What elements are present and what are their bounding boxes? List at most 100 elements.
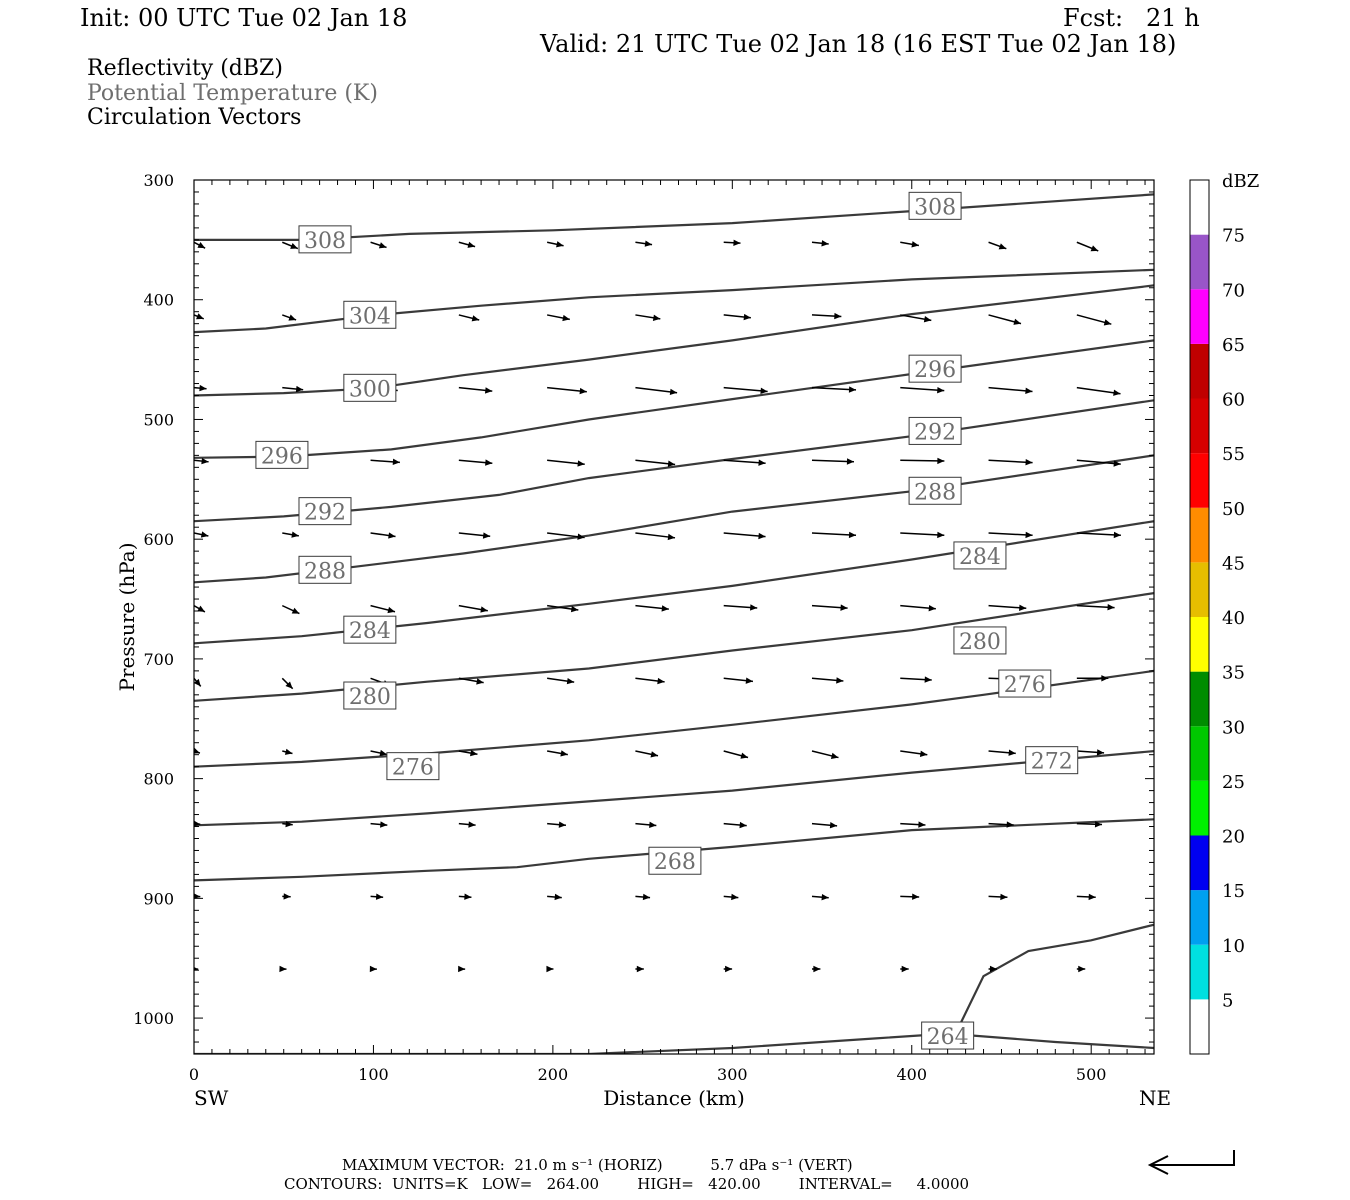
colorbar-level-label: 70 bbox=[1222, 280, 1245, 301]
isentrope-label: 280 bbox=[343, 681, 397, 710]
colorbar-level-label: 55 bbox=[1222, 444, 1245, 465]
svg-text:292: 292 bbox=[914, 420, 956, 445]
circulation-vector bbox=[635, 677, 665, 685]
circulation-vector bbox=[723, 965, 733, 973]
circulation-vector bbox=[547, 386, 587, 395]
circulation-vector bbox=[370, 458, 400, 466]
circulation-vector bbox=[1165, 749, 1192, 755]
svg-text:304: 304 bbox=[349, 304, 391, 329]
max-vector-note: MAXIMUM VECTOR: 21.0 m s⁻¹ (HORIZ) 5.7 d… bbox=[342, 1156, 853, 1174]
circulation-vector bbox=[458, 677, 484, 685]
colorbar-level-label: 35 bbox=[1222, 663, 1245, 684]
y-tick-label: 700 bbox=[143, 650, 174, 669]
svg-text:280: 280 bbox=[349, 685, 391, 710]
circulation-vector bbox=[811, 750, 839, 759]
plot-area: 3083083043002962962922922882882842842802… bbox=[194, 191, 1192, 1054]
isentrope-label: 292 bbox=[298, 497, 352, 526]
circulation-vector bbox=[370, 241, 387, 249]
circulation-vector bbox=[635, 314, 661, 321]
isentrope-label: 288 bbox=[908, 476, 962, 505]
y-tick-label: 600 bbox=[143, 530, 174, 549]
circulation-vector bbox=[635, 965, 644, 973]
colorbar-swatch bbox=[1190, 671, 1209, 727]
isentrope-label: 264 bbox=[921, 1021, 975, 1050]
colorbar-level-label: 5 bbox=[1222, 990, 1233, 1011]
colorbar-swatch bbox=[1190, 398, 1209, 454]
svg-text:308: 308 bbox=[914, 195, 956, 220]
circulation-vector bbox=[370, 749, 388, 757]
colorbar-swatch bbox=[1190, 562, 1209, 617]
isentrope-label: 300 bbox=[343, 373, 397, 402]
svg-text:288: 288 bbox=[304, 559, 346, 584]
isentrope-276 bbox=[194, 669, 1154, 768]
circulation-vector bbox=[900, 821, 926, 828]
y-tick-label: 300 bbox=[143, 171, 174, 190]
circulation-vector bbox=[194, 241, 206, 249]
svg-text:296: 296 bbox=[261, 444, 303, 469]
x-axis-left-end: SW bbox=[194, 1086, 229, 1110]
circulation-vector bbox=[282, 893, 291, 900]
circulation-vector bbox=[635, 821, 657, 829]
circulation-vector bbox=[811, 677, 844, 684]
isentrope-300 bbox=[194, 284, 1154, 397]
svg-text:308: 308 bbox=[304, 229, 346, 254]
circulation-vector bbox=[988, 965, 997, 973]
x-axis-right-end: NE bbox=[1139, 1086, 1171, 1110]
circulation-vector bbox=[1165, 821, 1188, 827]
circulation-vector bbox=[900, 965, 909, 973]
circulation-vector bbox=[458, 749, 478, 757]
circulation-vector bbox=[635, 240, 653, 247]
y-tick-label: 400 bbox=[143, 291, 174, 310]
isentrope-288 bbox=[194, 454, 1154, 584]
circulation-vector bbox=[900, 676, 932, 683]
x-tick-label: 400 bbox=[896, 1065, 927, 1084]
isentrope-label: 284 bbox=[343, 615, 397, 644]
circulation-vector bbox=[635, 893, 651, 901]
colorbar-title: dBZ bbox=[1222, 171, 1259, 192]
circulation-vector bbox=[988, 241, 1007, 250]
init-time: Init: 00 UTC Tue 02 Jan 18 bbox=[80, 4, 408, 32]
circulation-vector bbox=[723, 313, 751, 321]
isentrope-label: 308 bbox=[908, 191, 962, 220]
circulation-vector bbox=[282, 385, 304, 393]
x-tick-label: 500 bbox=[1076, 1065, 1107, 1084]
colorbar-swatch bbox=[1190, 780, 1209, 836]
circulation-vector bbox=[811, 386, 857, 393]
isentrope-280 bbox=[194, 592, 1154, 702]
circulation-vector bbox=[723, 677, 754, 684]
circulation-vector bbox=[194, 313, 205, 320]
circulation-vector bbox=[547, 750, 568, 757]
circulation-vector bbox=[635, 604, 669, 612]
y-tick-label: 500 bbox=[143, 410, 174, 429]
circulation-vector bbox=[547, 604, 579, 613]
circulation-vector bbox=[1076, 604, 1115, 611]
circulation-vector bbox=[458, 459, 493, 466]
colorbar-level-label: 45 bbox=[1222, 553, 1245, 574]
circulation-vector bbox=[988, 531, 1033, 539]
isentrope-268 bbox=[194, 818, 1154, 882]
isentrope-264 bbox=[959, 923, 1154, 1025]
svg-text:300: 300 bbox=[349, 377, 391, 402]
circulation-vector bbox=[1165, 894, 1184, 900]
circulation-vector bbox=[194, 747, 201, 754]
circulation-vector bbox=[1076, 893, 1096, 901]
x-axis-title: Distance (km) bbox=[603, 1086, 745, 1110]
circulation-vector bbox=[282, 748, 293, 755]
circulation-vector bbox=[988, 604, 1027, 611]
y-axis-title: Pressure (hPa) bbox=[115, 543, 139, 692]
circulation-vector bbox=[1165, 966, 1173, 972]
circulation-vector bbox=[900, 604, 936, 612]
isentrope-label: 268 bbox=[648, 846, 702, 875]
colorbar-frame bbox=[1189, 179, 1210, 1055]
svg-text:272: 272 bbox=[1031, 750, 1073, 775]
circulation-vector bbox=[900, 457, 945, 465]
isentrope-272 bbox=[194, 750, 1154, 827]
circulation-vector bbox=[1076, 749, 1105, 756]
circulation-vector bbox=[194, 604, 206, 613]
circulation-vector bbox=[723, 604, 758, 611]
circulation-vector bbox=[1076, 821, 1103, 828]
circulation-vector bbox=[1076, 314, 1112, 326]
circulation-vector bbox=[988, 893, 1008, 901]
circulation-vector bbox=[547, 821, 567, 828]
